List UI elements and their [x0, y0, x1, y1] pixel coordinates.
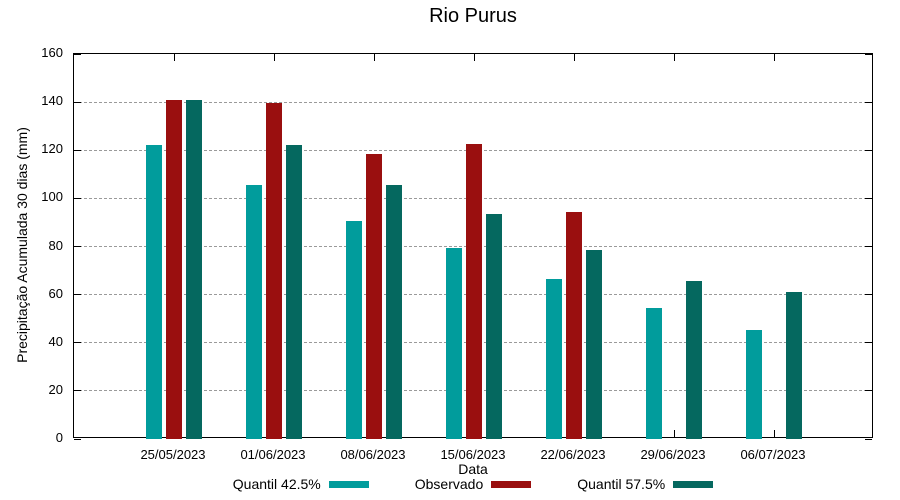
x-tick-label-3: 15/06/2023	[440, 447, 506, 462]
bar-s0-g6	[746, 329, 762, 439]
y-tick-label-160: 160	[41, 45, 63, 60]
legend-entry-observado: Observado	[414, 476, 532, 492]
ytick-right-20	[865, 390, 872, 392]
legend-swatch-observado	[491, 480, 532, 488]
xtick-bottom-5	[673, 430, 675, 437]
x-tick-label-5: 29/06/2023	[640, 447, 706, 462]
xtick-bottom-6	[773, 430, 775, 437]
xtick-top-5	[673, 54, 675, 61]
ytick-left-80	[74, 246, 81, 247]
y-tick-label-100: 100	[41, 189, 63, 205]
xtick-top-1	[273, 54, 275, 61]
ytick-left-40	[74, 342, 81, 344]
legend-entry-quantil-57-5: Quantil 57.5%	[577, 476, 714, 492]
legend-label: Observado	[414, 476, 484, 492]
bar-s1-g4	[566, 211, 582, 439]
x-tick-label-0: 25/05/2023	[140, 447, 206, 462]
y-tick-label-20: 20	[48, 381, 63, 397]
bar-s1-g1	[266, 103, 282, 439]
ytick-left-160	[74, 53, 81, 55]
ytick-right-80	[865, 246, 872, 247]
x-tick-label-4: 22/06/2023	[540, 447, 606, 462]
bar-s0-g0	[146, 145, 162, 439]
bar-s2-g4	[586, 250, 602, 439]
x-axis-label: Data	[458, 461, 488, 477]
xtick-top-0	[173, 54, 175, 61]
ytick-right-60	[865, 294, 872, 296]
legend-swatch-quantil-42-5	[328, 480, 369, 488]
bar-s1-g3	[466, 144, 482, 439]
ytick-right-100	[865, 197, 872, 199]
legend-label: Quantil 42.5%	[232, 476, 321, 492]
y-tick-label-0: 0	[55, 430, 63, 445]
xtick-top-6	[773, 54, 775, 61]
bar-s2-g5	[686, 281, 702, 439]
bar-s2-g3	[486, 214, 502, 439]
bar-s2-g6	[786, 292, 802, 439]
y-tick-label-140: 140	[41, 93, 63, 109]
x-tick-label-6: 06/07/2023	[740, 447, 806, 462]
ytick-left-100	[74, 197, 81, 199]
xtick-top-4	[573, 54, 575, 61]
bar-s0-g3	[446, 247, 462, 439]
plot-area	[73, 53, 873, 440]
x-tick-label-1: 01/06/2023	[240, 447, 306, 462]
y-tick-label-60: 60	[48, 285, 63, 301]
ytick-left-120	[74, 149, 81, 151]
bar-s0-g4	[546, 278, 562, 439]
bar-s0-g5	[646, 307, 662, 439]
ytick-right-0	[865, 438, 872, 440]
ytick-left-140	[74, 101, 81, 103]
chart-title: Rio Purus	[429, 5, 517, 27]
bar-s2-g0	[186, 99, 202, 439]
ytick-right-120	[865, 149, 872, 151]
ytick-right-140	[865, 101, 872, 103]
ytick-left-20	[74, 390, 81, 392]
bar-s2-g1	[286, 145, 302, 439]
x-tick-label-2: 08/06/2023	[340, 447, 406, 462]
ytick-left-60	[74, 294, 81, 296]
y-tick-label-120: 120	[41, 141, 63, 157]
xtick-top-2	[373, 54, 375, 61]
legend: Quantil 42.5% Observado Quantil 57.5%	[73, 476, 873, 492]
xtick-top-3	[473, 54, 475, 61]
y-tick-label-80: 80	[48, 237, 63, 253]
gridline-y-140	[74, 101, 872, 103]
legend-entry-quantil-42-5: Quantil 42.5%	[233, 476, 369, 492]
legend-label: Quantil 57.5%	[577, 476, 666, 492]
bar-s1-g0	[166, 99, 182, 439]
bar-s2-g2	[386, 185, 402, 439]
legend-swatch-quantil-57-5	[673, 480, 714, 488]
ytick-left-0	[74, 438, 81, 440]
bar-s0-g2	[346, 221, 362, 439]
y-tick-label-40: 40	[48, 333, 63, 349]
bar-s0-g1	[246, 185, 262, 439]
ytick-right-160	[865, 53, 872, 55]
ytick-right-40	[865, 342, 872, 344]
bar-s1-g2	[366, 153, 382, 439]
